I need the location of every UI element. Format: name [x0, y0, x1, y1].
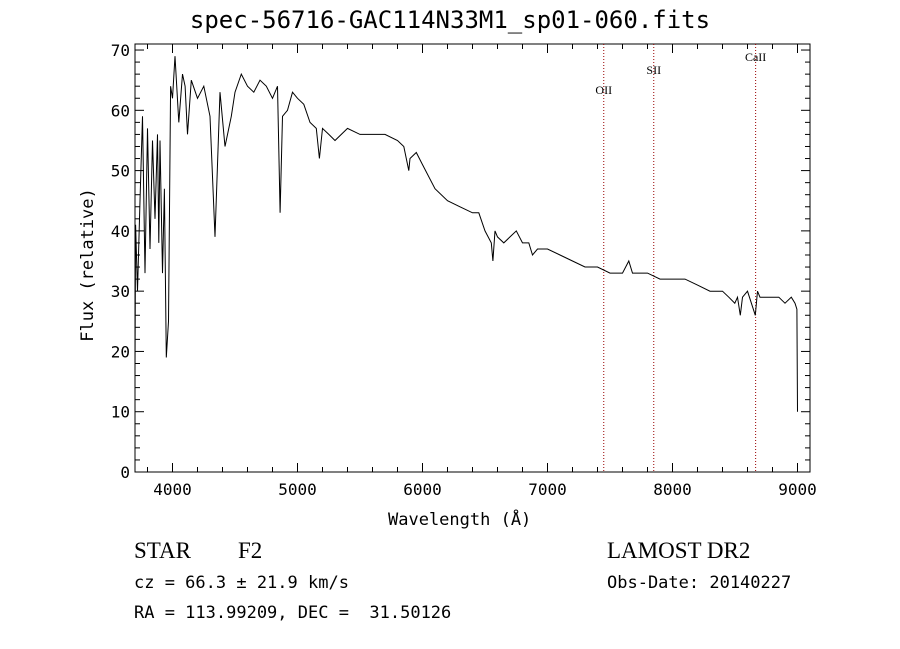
y-tick-label: 50 — [111, 162, 130, 181]
spectrum-line — [134, 56, 798, 412]
y-tick-label: 60 — [111, 101, 130, 120]
coordinates: RA = 113.99209, DEC = 31.50126 — [134, 603, 452, 623]
redshift-velocity: cz = 66.3 ± 21.9 km/s — [134, 573, 349, 593]
x-tick-label: 9000 — [778, 480, 817, 499]
x-tick-label: 6000 — [403, 480, 442, 499]
y-tick-label: 20 — [111, 342, 130, 361]
y-tick-label: 70 — [111, 41, 130, 60]
x-axis-label: Wavelength (Å) — [388, 510, 532, 530]
line-marker-label: SII — [646, 63, 661, 77]
observation-date: Obs-Date: 20140227 — [607, 573, 792, 593]
y-axis-label: Flux (relative) — [78, 188, 98, 342]
object-subclass: F2 — [238, 538, 263, 563]
y-tick-label: 30 — [111, 282, 130, 301]
chart-title: spec-56716-GAC114N33M1_sp01-060.fits — [189, 6, 711, 34]
line-marker-label: OII — [595, 83, 612, 97]
survey-name: LAMOST DR2 — [607, 538, 751, 563]
line-marker-label: CaII — [745, 50, 766, 64]
x-tick-label: 7000 — [528, 480, 567, 499]
x-tick-label: 5000 — [278, 480, 317, 499]
y-tick-label: 40 — [111, 222, 130, 241]
y-tick-label: 10 — [111, 403, 130, 422]
x-tick-label: 4000 — [153, 480, 192, 499]
object-class: STAR — [134, 538, 191, 563]
y-tick-label: 0 — [120, 463, 130, 482]
line-markers: OII SII CaII — [595, 44, 766, 472]
x-tick-label: 8000 — [653, 480, 692, 499]
plot-frame — [134, 43, 811, 473]
axis-ticks: 4000 5000 6000 7000 8000 9000 0 10 20 30 40 50 60 70 — [111, 41, 817, 499]
